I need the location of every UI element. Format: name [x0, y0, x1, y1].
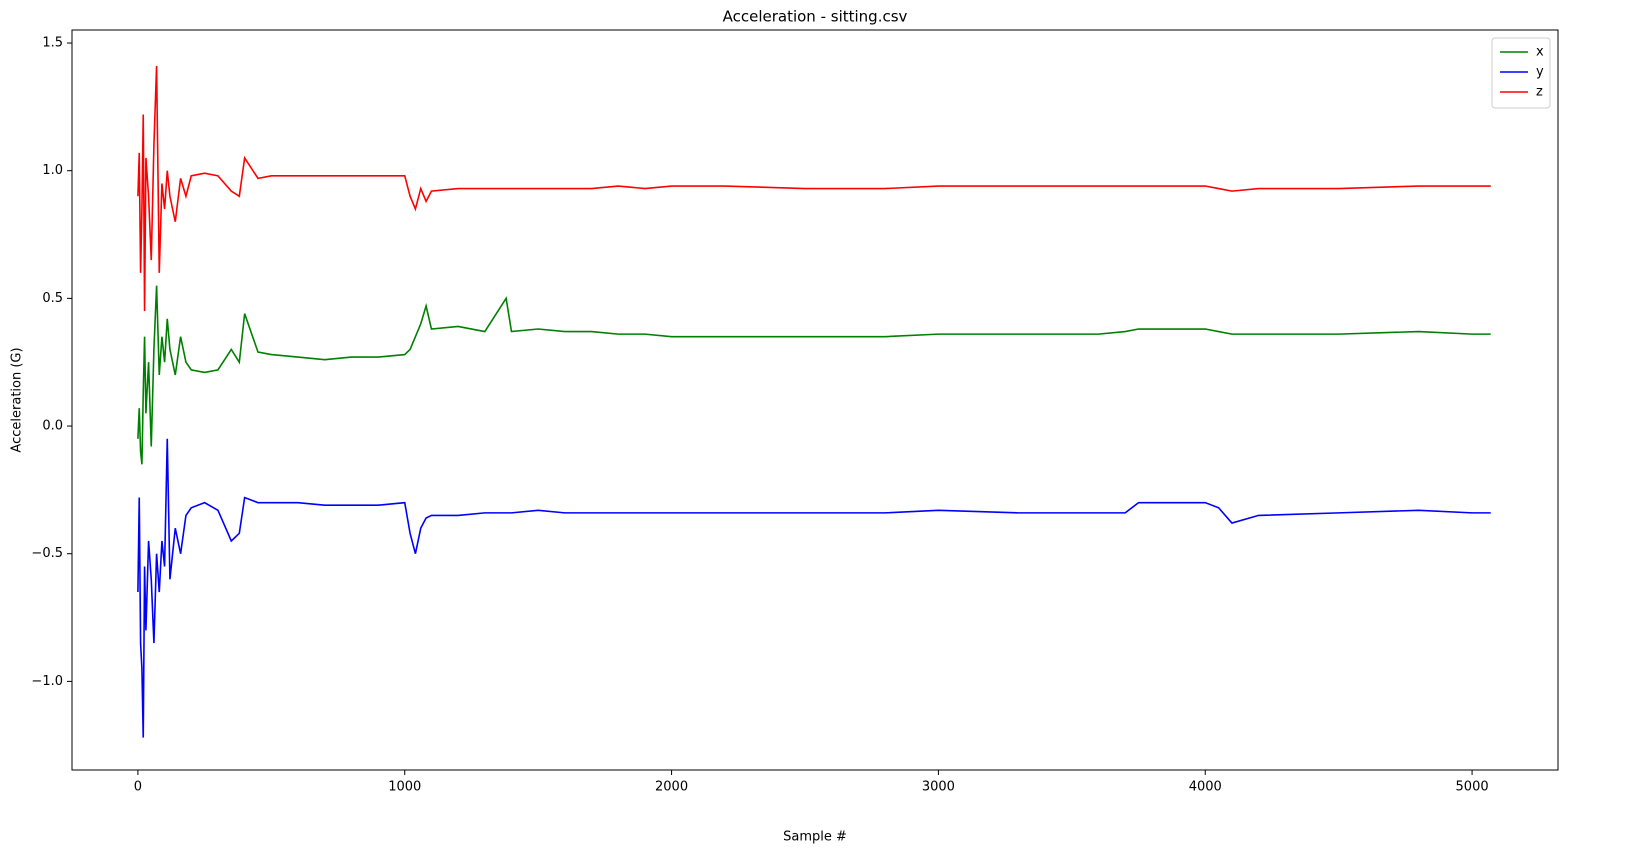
x-axis-label: Sample #: [783, 830, 847, 845]
legend-label: x: [1536, 45, 1544, 60]
x-tick-label: 4000: [1189, 780, 1222, 795]
legend-label: y: [1536, 65, 1544, 80]
y-tick-label: 0.5: [42, 291, 63, 306]
x-tick-label: 2000: [655, 780, 688, 795]
y-tick-label: 0.0: [42, 419, 63, 434]
x-tick-label: 5000: [1456, 780, 1489, 795]
legend-box: [1491, 37, 1551, 109]
series-line: [137, 438, 1491, 738]
chart-title: Acceleration - sitting.csv: [723, 8, 908, 26]
series-line: [137, 285, 1491, 465]
y-tick-label: 1.0: [42, 163, 63, 178]
y-tick-label: 1.5: [42, 36, 63, 51]
y-axis-label: Acceleration (G): [10, 347, 25, 452]
x-tick-label: 3000: [922, 780, 955, 795]
plot-frame: [71, 29, 1559, 771]
y-tick-label: −1.0: [31, 674, 63, 689]
legend-label: z: [1536, 85, 1543, 100]
x-tick-label: 0: [134, 780, 142, 795]
y-tick-label: −0.5: [31, 546, 63, 561]
x-tick-label: 1000: [388, 780, 421, 795]
series-line: [137, 65, 1491, 312]
